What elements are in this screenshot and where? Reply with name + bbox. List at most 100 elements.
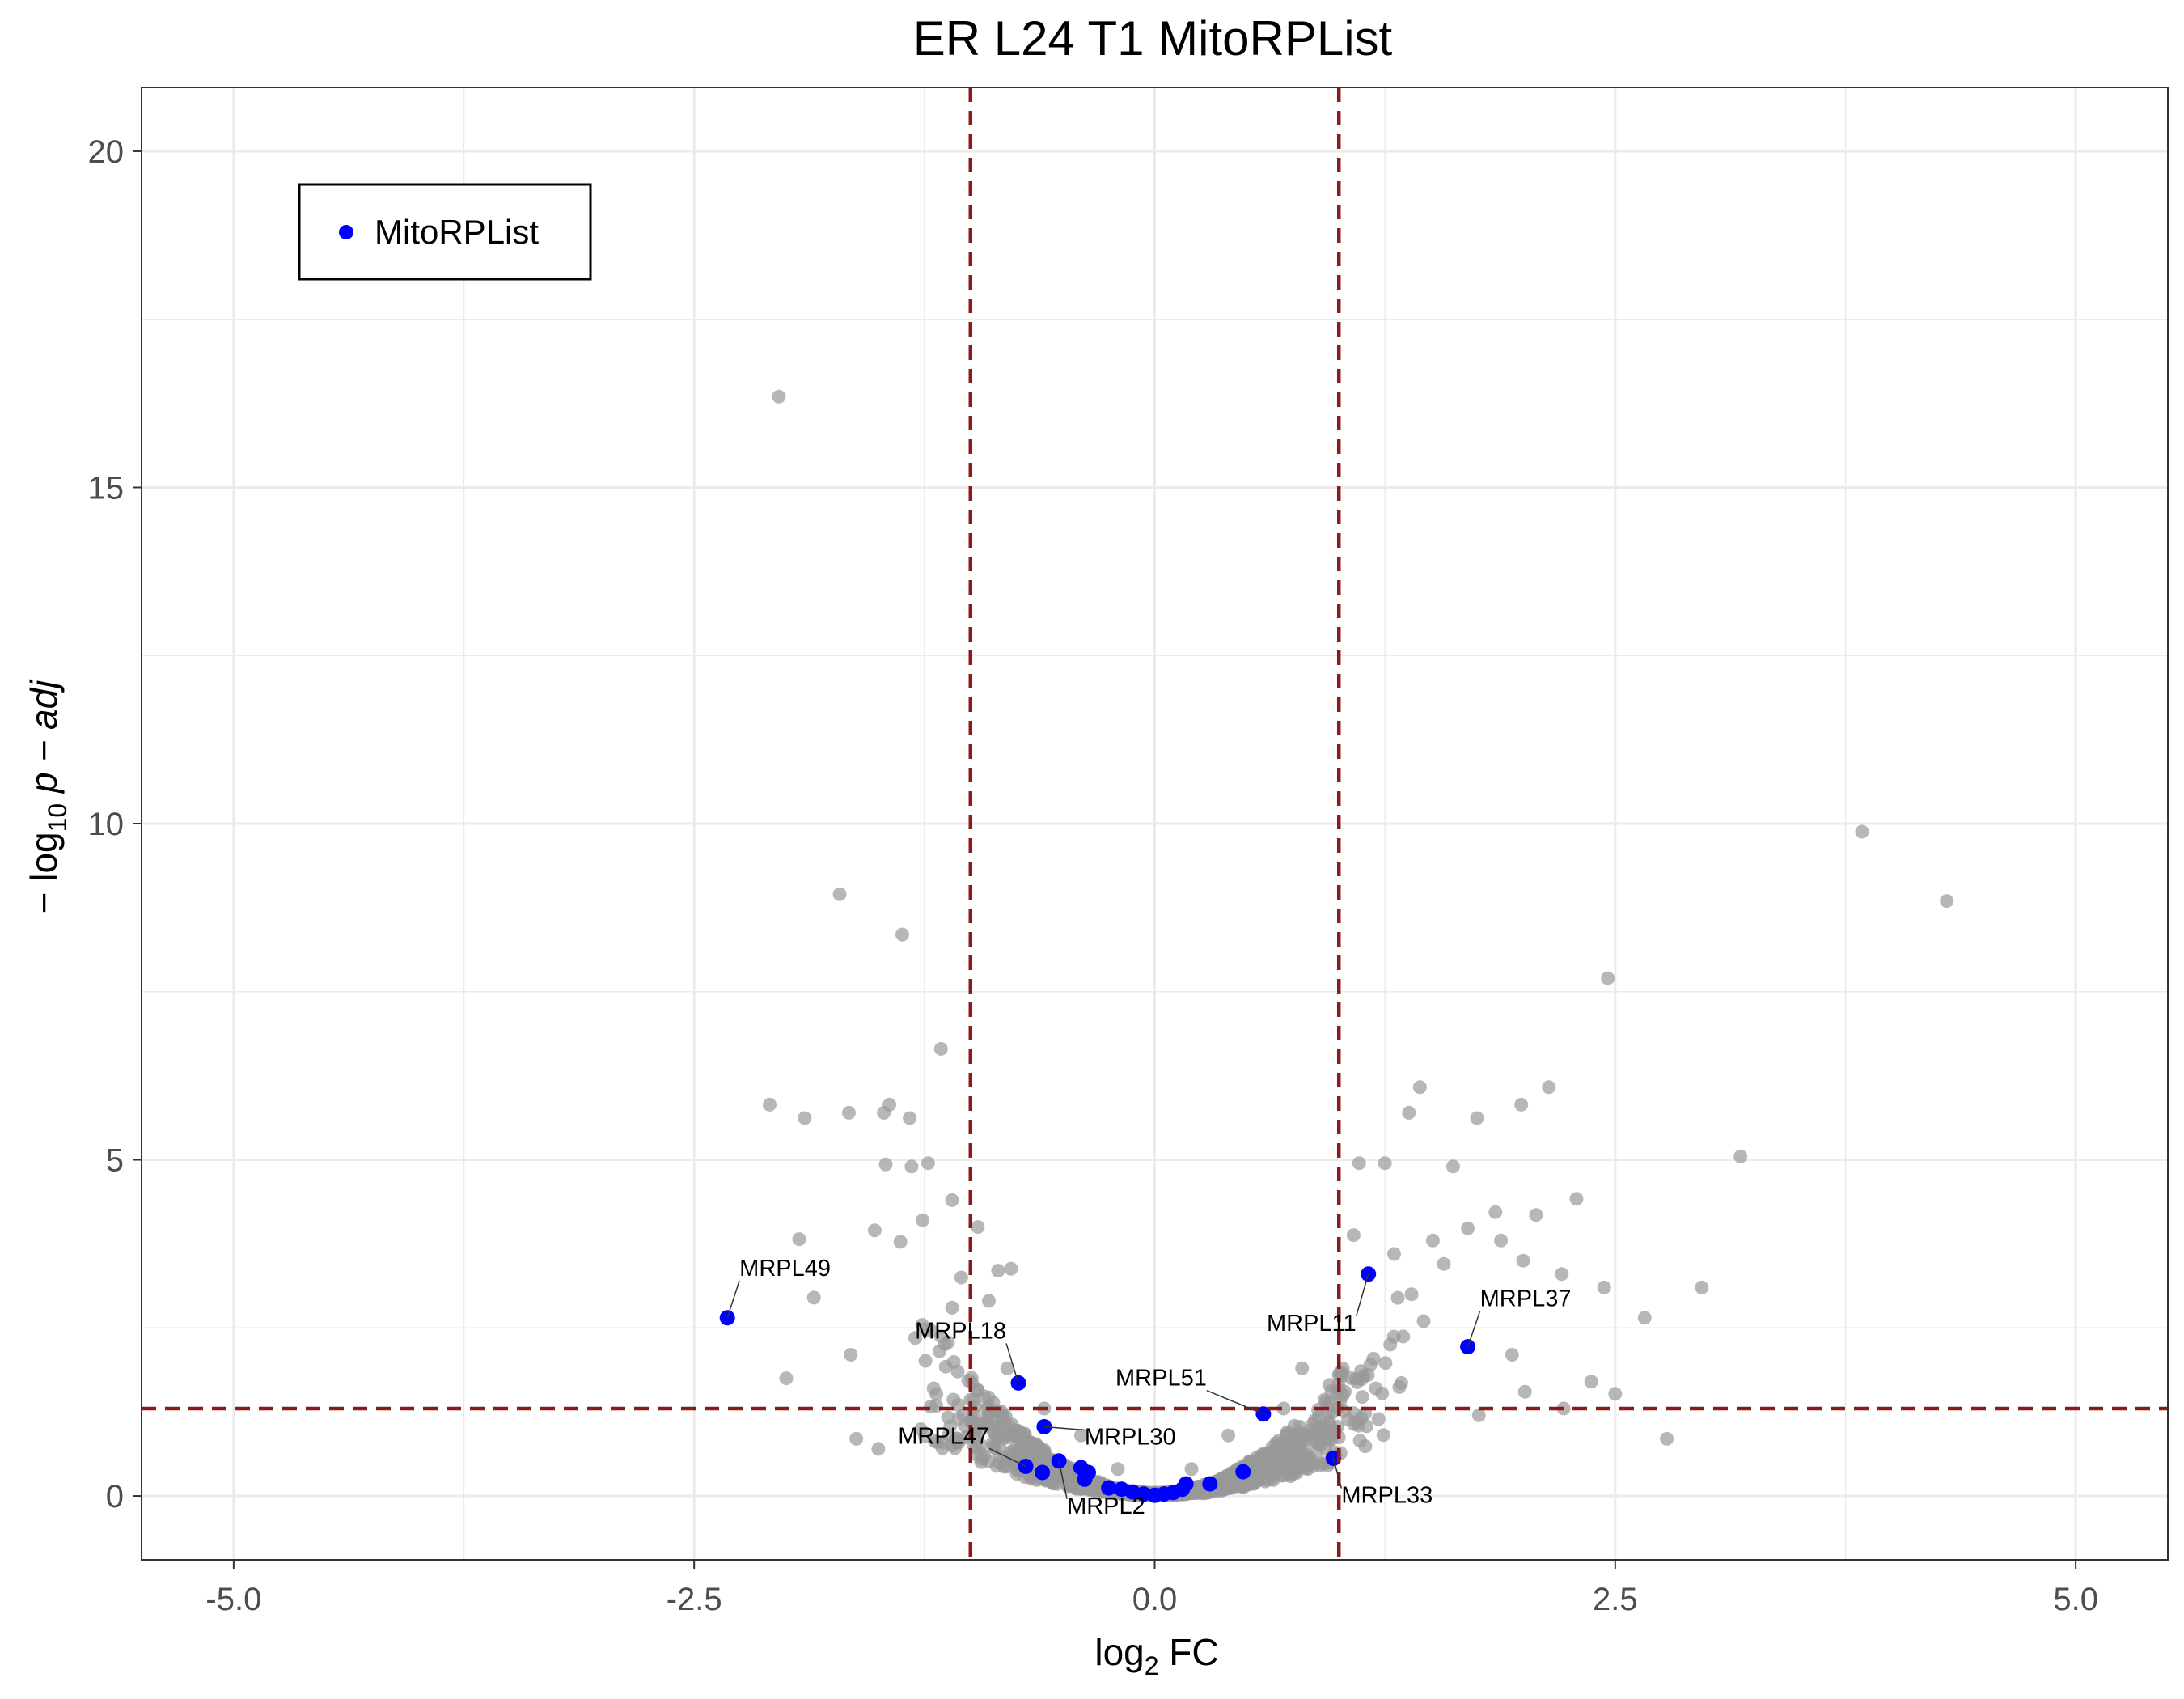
mitorplist-point: [1460, 1339, 1476, 1355]
gene-point: [842, 1105, 856, 1120]
gene-point: [1733, 1149, 1748, 1163]
mitorplist-point: [1051, 1453, 1067, 1469]
gene-label: MRPL18: [915, 1318, 1006, 1344]
gene-point: [977, 1389, 992, 1404]
gene-point: [1542, 1080, 1556, 1095]
gene-point: [991, 1264, 1005, 1278]
gene-point: [1357, 1368, 1371, 1383]
gene-point: [971, 1220, 985, 1235]
gene-point: [1255, 1457, 1270, 1471]
gene-point: [1471, 1408, 1486, 1422]
gene-point: [1556, 1401, 1571, 1416]
gene-point: [1352, 1434, 1367, 1448]
gene-point: [950, 1431, 964, 1446]
gene-point: [1184, 1462, 1199, 1477]
gene-label: MRPL2: [1067, 1494, 1145, 1519]
gene-point: [806, 1290, 821, 1305]
gene-point: [844, 1348, 858, 1362]
gene-point: [945, 1300, 959, 1315]
gene-point: [991, 1431, 1005, 1445]
mitorplist-point: [1178, 1476, 1194, 1492]
gene-point: [1394, 1375, 1408, 1390]
gene-point: [908, 1331, 922, 1345]
gene-point: [992, 1420, 1006, 1434]
gene-point: [779, 1371, 794, 1386]
gene-point: [1248, 1472, 1263, 1487]
y-axis-title: − log10 p − adj: [23, 679, 72, 914]
legend-key-mitorplist: [339, 225, 353, 239]
x-tick-label: 0.0: [1132, 1582, 1178, 1617]
gene-label-leader: [726, 1280, 740, 1319]
mitorplist-point: [1202, 1476, 1218, 1492]
gene-point: [1266, 1472, 1280, 1487]
gene-point: [792, 1232, 806, 1247]
gene-point: [1363, 1358, 1378, 1372]
gene-point: [1637, 1311, 1652, 1325]
gene-point: [798, 1111, 812, 1125]
gene-point: [1289, 1431, 1303, 1446]
gene-point: [924, 1400, 938, 1414]
gene-point: [1601, 971, 1615, 985]
gene-point: [1317, 1392, 1331, 1407]
mitorplist-point: [1077, 1471, 1093, 1487]
gene-point: [1000, 1361, 1014, 1375]
gene-point: [877, 1105, 891, 1120]
gene-point: [1360, 1419, 1373, 1434]
gene-point: [1346, 1228, 1361, 1243]
mitorplist-point: [1035, 1464, 1051, 1481]
gene-point: [941, 1410, 955, 1425]
gene-point: [1295, 1361, 1310, 1375]
gene-point: [973, 1438, 988, 1452]
gene-point: [933, 1041, 948, 1056]
gene-point: [930, 1435, 945, 1450]
gene-point: [1555, 1267, 1569, 1282]
gene-point: [1189, 1484, 1204, 1498]
gene-point: [1306, 1417, 1320, 1431]
x-tick-label: -5.0: [205, 1582, 261, 1617]
legend: MitoRPList: [298, 183, 592, 281]
gene-point: [1378, 1156, 1392, 1171]
gene-point: [946, 1392, 961, 1407]
gene-label: MRPL30: [1085, 1424, 1176, 1450]
gene-label: MRPL47: [898, 1423, 989, 1449]
gene-point: [918, 1354, 933, 1368]
gene-label-leader: [1058, 1460, 1068, 1499]
gene-point: [970, 1448, 984, 1463]
gene-label-leader: [1005, 1343, 1019, 1383]
gene-label: MRPL11: [1267, 1311, 1357, 1337]
gene-point: [832, 887, 847, 901]
gene-point: [916, 1213, 930, 1227]
y-tick-label: 0: [106, 1479, 124, 1515]
gene-point: [1416, 1314, 1431, 1328]
gene-point: [1383, 1337, 1398, 1352]
gene-point: [1355, 1390, 1369, 1405]
y-tick-label: 15: [88, 470, 125, 506]
gene-point: [1402, 1105, 1416, 1120]
gene-labels: MRPL49 MRPL18 MRPL30 MRPL47 MRPL2 MRPL51 MRPL1…: [726, 1256, 1571, 1519]
x-tick-label: -2.5: [667, 1582, 722, 1617]
gene-point: [1276, 1401, 1291, 1416]
gene-point: [1019, 1435, 1034, 1450]
gene-label: MRPL51: [1115, 1366, 1207, 1392]
gene-point: [1855, 824, 1869, 839]
gene-point: [933, 1329, 948, 1344]
gene-point: [763, 1097, 777, 1112]
x-axis-ticks: -5.0 -2.5 0.0 2.5 5.0: [205, 1560, 2098, 1617]
mitorplist-point: [1255, 1406, 1272, 1422]
x-axis-title: log2 FC: [1094, 1631, 1218, 1680]
gene-point: [1375, 1386, 1390, 1400]
gene-point: [1318, 1441, 1332, 1455]
gene-label-leader: [1332, 1458, 1343, 1489]
gene-point: [1494, 1233, 1509, 1248]
mitorplist-point: [1235, 1464, 1251, 1480]
gene-point: [1378, 1356, 1393, 1371]
gene-point: [878, 1157, 893, 1172]
gene-point: [1608, 1387, 1623, 1401]
mitorplist-point: [1361, 1266, 1377, 1282]
x-tick-label: 2.5: [1593, 1582, 1638, 1617]
gene-point: [1347, 1417, 1361, 1431]
gene-point: [1529, 1208, 1543, 1222]
x-tick-label: 5.0: [2053, 1582, 2098, 1617]
